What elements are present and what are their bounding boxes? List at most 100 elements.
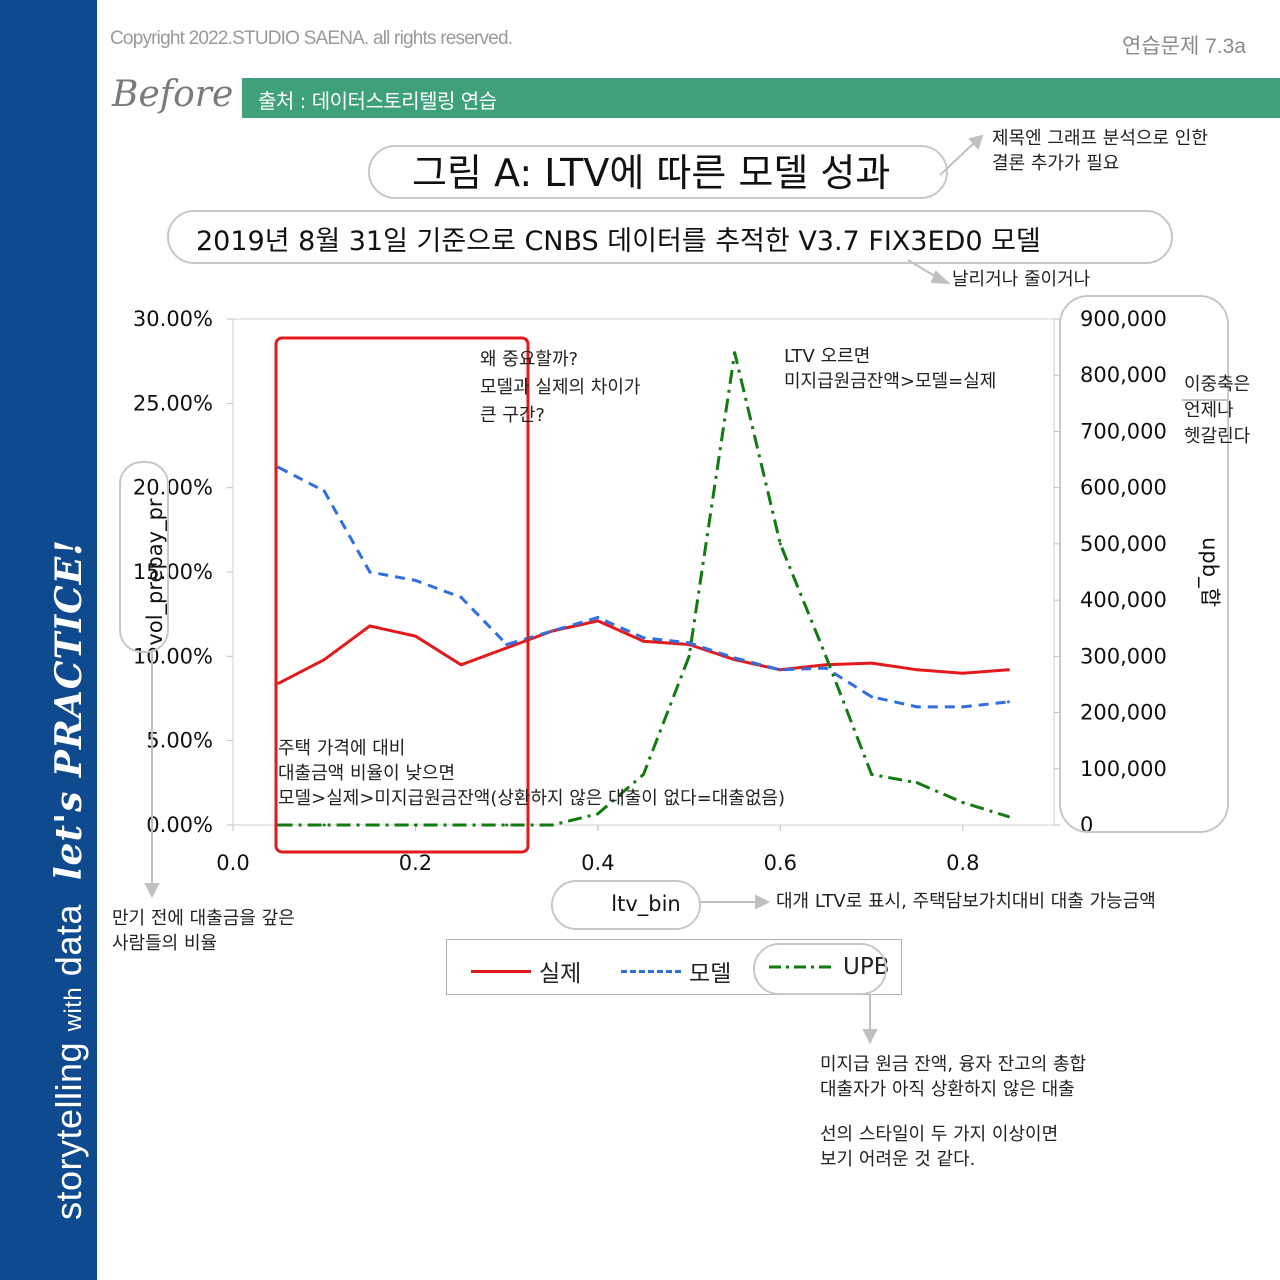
note-title-line-2: 결론 추가가 필요 (992, 153, 1120, 174)
y-tick-label: 5.00% (146, 729, 213, 753)
data-point-UPB (459, 823, 463, 827)
chart-subtitle: 2019년 8월 31일 기준으로 CNBS 데이터를 추적한 V3.7 FIX… (196, 226, 1041, 257)
note-ltv-up-line-1: LTV 오르면 (784, 346, 871, 367)
data-point-모델 (368, 570, 372, 574)
x-tick-label: 0.4 (581, 851, 614, 875)
y2-tick-label: 600,000 (1080, 476, 1167, 500)
data-point-실제 (459, 663, 463, 667)
data-point-UPB (505, 823, 509, 827)
note-dual-axis-line-2: 언제나 (1184, 400, 1234, 421)
y2-tick-label: 700,000 (1080, 419, 1167, 443)
arrow-upb (862, 994, 878, 1045)
data-point-모델 (824, 666, 828, 670)
data-point-UPB (1006, 815, 1010, 819)
data-point-UPB (596, 812, 600, 816)
data-point-모델 (915, 705, 919, 709)
note-low-ltv-line-3: 모델>실제>미지급원금잔액(상환하지 않은 대출이 없다=대출없음) (278, 788, 786, 809)
sidebar: storytelling with data let's PRACTICE! (0, 0, 97, 1280)
data-point-UPB (915, 781, 919, 785)
xlabel-highlight-outline (551, 880, 701, 930)
note-title: 제목엔 그래프 분석으로 인한 결론 추가가 필요 (992, 126, 1208, 176)
data-point-모델 (459, 595, 463, 599)
data-point-UPB (870, 772, 874, 776)
data-point-실제 (505, 646, 509, 650)
y-axis-label: vol_prepay_pr (143, 498, 168, 645)
note-ltv-up-line-2: 미지급원금잔액>모델=실제 (784, 371, 997, 392)
data-point-UPB (550, 823, 554, 827)
chart-title: 그림 A: LTV에 따른 모델 성과 (412, 151, 891, 195)
y-tick-label: 15.00% (133, 560, 213, 584)
source-label: 출처 : 데이터스토리텔링 연습 (258, 89, 497, 113)
data-point-모델 (277, 465, 281, 469)
x-tick-label: 0.0 (216, 851, 249, 875)
note-subtitle: 날리거나 줄이거나 (952, 269, 1091, 290)
x-tick-label: 0.8 (946, 851, 979, 875)
note-style-line-2: 보기 어려운 것 같다. (820, 1149, 976, 1170)
legend-item-actual: 실제 (471, 954, 581, 988)
y2-axis-label: upb_합 (1197, 537, 1222, 607)
legend-swatch-upb (769, 965, 835, 969)
y-tick-label: 10.00% (133, 644, 213, 668)
data-point-모델 (505, 643, 509, 646)
data-point-실제 (277, 681, 281, 685)
exercise-id: 연습문제 7.3a (1122, 35, 1246, 58)
data-point-UPB (824, 654, 828, 658)
data-point-모델 (1006, 700, 1010, 704)
y2-tick-label: 800,000 (1080, 363, 1167, 387)
note-title-line-1: 제목엔 그래프 분석으로 인한 (992, 128, 1208, 149)
subtitle-highlight-outline (167, 210, 1173, 264)
data-point-UPB (778, 542, 782, 546)
data-point-모델 (733, 656, 737, 660)
note-upb: 미지급 원금 잔액, 융자 잔고의 총합 대출자가 아직 상환하지 않은 대출 (820, 1052, 1086, 1102)
y2-tick-label: 300,000 (1080, 644, 1167, 668)
data-point-실제 (322, 658, 326, 662)
data-point-UPB (322, 823, 326, 827)
x-axis-label: ltv_bin (611, 892, 680, 917)
data-point-실제 (870, 661, 874, 665)
note-important-line-2: 모델과 실제의 차이가 (480, 377, 641, 398)
low-ltv-highlight-box (274, 336, 530, 854)
legend: 실제 모델 UPB (446, 939, 902, 995)
y2-axis-highlight-outline (1059, 295, 1229, 833)
data-point-UPB (961, 801, 965, 804)
legend-label-model: 모델 (689, 961, 732, 987)
note-prepay-line-2: 사람들의 비율 (112, 933, 218, 954)
note-prepay: 만기 전에 대출금을 갚은 사람들의 비율 (112, 906, 295, 956)
data-point-모델 (322, 489, 326, 493)
data-point-모델 (413, 578, 417, 582)
data-point-모델 (596, 616, 600, 619)
data-point-실제 (824, 663, 828, 667)
data-point-모델 (870, 695, 874, 699)
note-important-line-3: 큰 구간? (480, 405, 545, 426)
note-important: 왜 중요할까? 모델과 실제의 차이가 큰 구간? (480, 346, 640, 430)
data-point-UPB (733, 351, 737, 355)
source-banner: 출처 : 데이터스토리텔링 연습 (242, 78, 1280, 118)
note-dual-axis-line-1: 이중축은 (1184, 374, 1251, 395)
stage-label: Before (112, 74, 234, 115)
y2-tick-label: 400,000 (1080, 588, 1167, 612)
note-style-line-1: 선의 스타일이 두 가지 이상이면 (820, 1124, 1059, 1145)
data-point-모델 (550, 629, 554, 633)
title-highlight-outline (368, 145, 948, 199)
note-dual-axis-line-3: 헷갈린다 (1184, 426, 1251, 447)
legend-label-upb: UPB (843, 954, 890, 980)
arrow-subtitle (907, 259, 951, 285)
y-tick-label: 20.00% (133, 476, 213, 500)
note-important-line-1: 왜 중요할까? (480, 349, 579, 370)
x-tick-label: 0.6 (764, 851, 797, 875)
data-point-모델 (961, 705, 965, 709)
note-low-ltv-line-1: 주택 가격에 대비 (278, 738, 406, 759)
note-upb-line-2: 대출자가 아직 상환하지 않은 대출 (820, 1079, 1075, 1100)
data-point-UPB (687, 654, 691, 658)
data-point-UPB (368, 823, 372, 827)
data-point-실제 (915, 668, 919, 672)
legend-upb-highlight-outline (753, 943, 887, 995)
data-point-실제 (368, 624, 372, 628)
note-upb-line-1: 미지급 원금 잔액, 융자 잔고의 총합 (820, 1054, 1087, 1075)
note-dual-axis: 이중축은 언제나 헷갈린다 (1184, 372, 1250, 450)
y2-tick-label: 200,000 (1080, 701, 1167, 725)
data-point-모델 (778, 668, 782, 672)
data-point-실제 (642, 639, 645, 643)
